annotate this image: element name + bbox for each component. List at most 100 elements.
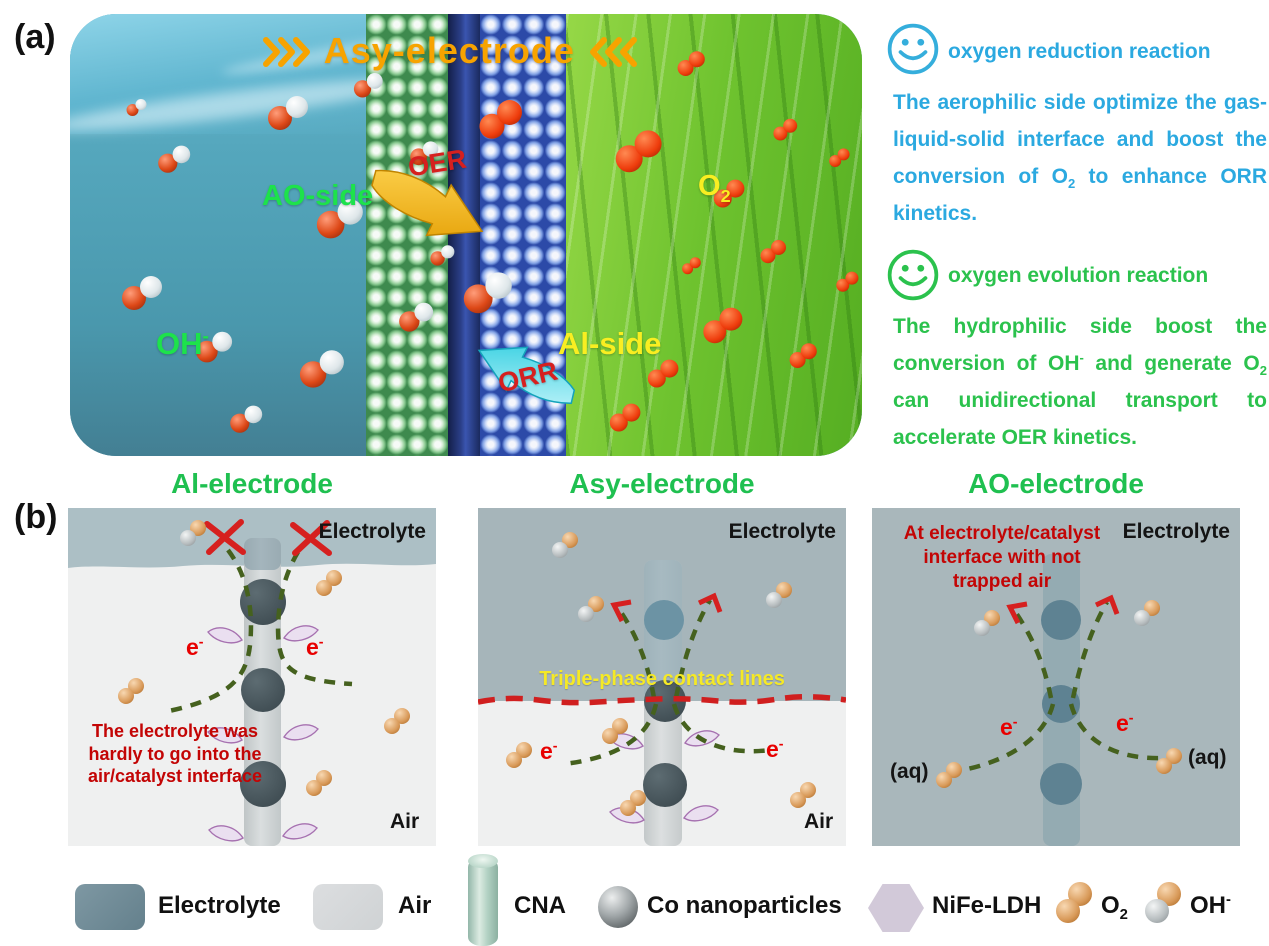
grass-background <box>566 14 862 456</box>
ao-electrode-title: AO-electrode <box>968 468 1144 499</box>
o2-molecule <box>316 570 346 598</box>
legend-o2-icon <box>1056 882 1096 932</box>
oh-molecule <box>578 596 608 624</box>
electrolyte-label: Electrolyte <box>318 520 426 543</box>
blocked-x-icon <box>204 519 332 556</box>
o2-molecule <box>677 51 707 77</box>
o2-molecule <box>713 179 746 209</box>
smiley-icon-green <box>887 249 939 301</box>
o2-molecule <box>703 307 744 345</box>
oer-note-heading: oxygen evolution reaction <box>948 264 1209 287</box>
arrowhead-icon <box>610 592 723 623</box>
legend-nife-label: NiFe-LDH <box>932 892 1042 919</box>
o2-molecule <box>506 742 536 770</box>
legend-co-sphere <box>598 886 638 928</box>
oh-molecule <box>974 610 1004 638</box>
legend-oh-label: OH- <box>1190 892 1231 919</box>
asy-electrode-title: Asy-electrode <box>569 468 755 499</box>
arrowhead-icon <box>1006 594 1120 625</box>
o2-molecule <box>602 718 632 746</box>
al-electrode-diagram: Electrolyte e- e- The electrolyte was ha… <box>68 508 436 846</box>
o2-molecule <box>1156 748 1186 776</box>
legend-cna-label: CNA <box>514 892 566 919</box>
legend-air-swatch <box>313 884 383 930</box>
orr-arrow <box>477 346 576 404</box>
electrolyte-label: Electrolyte <box>728 520 836 543</box>
electron-label: e- <box>766 736 784 762</box>
water-molecule <box>463 272 514 315</box>
o2-molecule <box>760 240 788 264</box>
legend-oh-icon <box>1145 882 1185 932</box>
aq-label: (aq) <box>890 760 929 783</box>
triple-phase-line <box>478 693 846 706</box>
legend-nife-ldh-hexagon <box>868 884 924 932</box>
o2-molecule <box>790 782 820 810</box>
nife-ldh-petals <box>207 625 319 842</box>
electron-label: e- <box>186 634 204 660</box>
water-molecule <box>126 99 148 117</box>
electrode-core-slab <box>448 14 480 456</box>
panel-a-title: Asy-electrode <box>70 30 830 72</box>
o2-molecule <box>306 770 336 798</box>
chevrons-left-icon <box>589 37 637 67</box>
water-molecule <box>410 141 439 166</box>
aq-label: (aq) <box>1188 746 1227 769</box>
o2-molecule <box>620 790 650 818</box>
electron-label: e- <box>306 634 324 660</box>
legend-cna-cylinder <box>468 854 498 946</box>
oer-arrow <box>371 169 484 237</box>
chevrons-right-icon <box>263 37 311 67</box>
orr-note-paragraph: The aerophilic side optimize the gas-liq… <box>893 91 1267 225</box>
electron-label: e- <box>1000 714 1018 740</box>
o2-molecule <box>773 118 798 141</box>
panel-a-illustration: Asy-electrode AO-side OH- OER ORR Al-sid… <box>70 14 862 456</box>
air-label: Air <box>390 810 420 833</box>
o2-molecule <box>615 130 665 173</box>
o2-molecule <box>118 678 148 706</box>
o2-molecule <box>829 148 851 167</box>
oh-molecule <box>766 582 796 610</box>
o2-molecule <box>789 343 819 369</box>
electron-path-dashes <box>951 600 1165 775</box>
panel-a-title-text: Asy-electrode <box>323 30 575 71</box>
water-molecule <box>196 331 234 364</box>
electron-path-dashes <box>163 548 353 715</box>
water-molecule <box>316 199 365 240</box>
al-side-label: Al-side <box>558 326 662 361</box>
triple-phase-label: Triple-phase contact lines <box>539 668 785 690</box>
oh-molecule <box>552 532 582 560</box>
legend-electrolyte-swatch <box>75 884 145 930</box>
o2-molecule <box>936 762 966 790</box>
electron-label: e- <box>1116 710 1134 736</box>
o2-molecule <box>479 100 525 140</box>
orr-note-heading: oxygen reduction reaction <box>948 40 1211 63</box>
legend-electrolyte-label: Electrolyte <box>158 892 281 919</box>
electron-label: e- <box>540 738 558 764</box>
al-electrode-title: Al-electrode <box>171 468 333 499</box>
ao-electrode-art <box>872 508 1240 846</box>
water-molecule <box>158 145 192 175</box>
legend-air-label: Air <box>398 892 432 919</box>
electrolyte-label: Electrolyte <box>1122 520 1230 543</box>
o2-molecule <box>682 257 702 275</box>
legend-o2-label: O2 <box>1101 892 1128 923</box>
panel-b-label: (b) <box>14 498 58 536</box>
water-molecule <box>122 276 164 312</box>
oer-note-paragraph: The hydrophilic side boost the conversio… <box>893 315 1267 449</box>
smiley-icon-blue <box>887 23 939 75</box>
al-electrode-art <box>68 508 436 846</box>
asy-electrode-art <box>478 508 846 846</box>
oh-label: OH- <box>156 326 209 361</box>
water-molecule <box>299 350 346 390</box>
asy-electrode-diagram: Electrolyte Triple-phase contact lines e… <box>478 508 846 846</box>
ao-electrode-note: At electrolyte/catalyst interface with n… <box>903 523 1101 592</box>
electron-path-dashes <box>563 598 771 767</box>
o2-molecule <box>836 271 859 293</box>
water-molecule <box>230 405 264 435</box>
o2-molecule <box>609 403 642 433</box>
oh-molecule <box>1134 600 1164 628</box>
panel-a-label: (a) <box>14 18 56 56</box>
water-molecule <box>399 302 435 334</box>
o2-label: O2 <box>698 170 731 206</box>
